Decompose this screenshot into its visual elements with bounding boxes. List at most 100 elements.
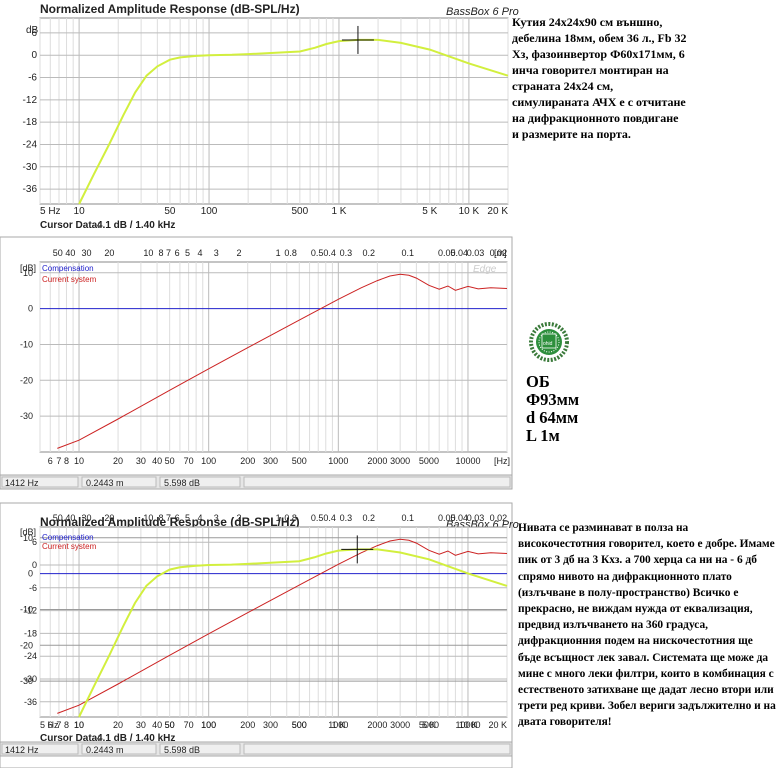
mid-status-dist: 0.2443 m: [86, 478, 124, 488]
distance-tick-label: 0.04: [451, 513, 469, 523]
distance-tick-label: 0.5: [311, 513, 324, 523]
x-tick-label: 50: [164, 206, 176, 217]
x-tick-label-2: 500: [292, 720, 307, 730]
y-tick-label: -20: [20, 640, 33, 650]
x-tick-label-2: 20: [113, 720, 123, 730]
y-tick-label: -10: [20, 339, 33, 349]
bot-cursor-cross[interactable]: [341, 535, 374, 564]
ob-line-2: Ф93мм: [526, 390, 580, 409]
x-tick-label: 1000: [328, 456, 348, 466]
x-tick-label: 10: [74, 456, 84, 466]
x-tick-label-2: 40: [152, 720, 162, 730]
x-tick-label-2: 70: [184, 720, 194, 730]
x-tick-label: 300: [263, 456, 278, 466]
distance-tick-label: 0.2: [362, 513, 375, 523]
y-tick-label: -12: [24, 606, 37, 616]
x-tick-label-2: 6: [48, 720, 53, 730]
distance-tick-label: 0.05: [438, 513, 456, 523]
top-grid: [39, 18, 509, 204]
distance-tick-label: 0.8: [284, 248, 297, 258]
mid-status-level-box: [159, 476, 241, 488]
x-tick-label: 20: [113, 456, 123, 466]
x-tick-label: 500: [292, 206, 309, 217]
distance-tick-label: 20: [104, 513, 114, 523]
x-tick-label: 1 K: [332, 720, 346, 730]
top-chart-title: Normalized Amplitude Response (dB-SPL/Hz…: [40, 2, 300, 16]
bot-status-level: 5.598 dB: [164, 745, 200, 755]
distance-tick-label: 0.05: [438, 248, 456, 258]
top-plot-area[interactable]: [39, 17, 509, 205]
ob-line-3: d 64мм: [526, 408, 579, 427]
bot-legend-compensation: Compensation: [42, 533, 94, 542]
distance-tick-label: 0.02: [490, 513, 508, 523]
bot-cursor-label: Cursor Data:: [40, 733, 101, 744]
x-tick-label: 10000: [455, 456, 480, 466]
x-tick-label: 5 K: [422, 206, 437, 217]
top-cursor-cross[interactable]: [341, 25, 374, 54]
mid-distance-ticks: 50 40 30 20 10 8 7 6 5 4 3 2 1 0.8 0.5 0.4 0.3 0.2 0.1 0.05…: [53, 248, 507, 258]
x-tick-label: 100: [201, 720, 216, 730]
x-tick-label: 7: [56, 456, 61, 466]
y-tick-label: -24: [24, 651, 37, 661]
x-tick-label-2: 5000: [419, 720, 439, 730]
ob-logo-icon: ohid: [529, 322, 569, 362]
y-tick-label: 0: [28, 569, 33, 579]
ob-line-4: L 1м: [526, 426, 560, 445]
distance-tick-label: 2: [237, 513, 242, 523]
x-tick-label: 5 Hz: [40, 206, 61, 217]
bot-current-system-curve: [57, 538, 508, 714]
bot-legend-current: Current system: [42, 542, 97, 551]
bot-chart-title: Normalized Amplitude Response (dB-SPL/Hz…: [40, 515, 300, 529]
distance-tick-label: 7: [166, 248, 171, 258]
x-tick-label: 10: [74, 720, 84, 730]
x-tick-label: 20 K: [488, 720, 507, 730]
distance-tick-label: 1: [276, 513, 281, 523]
x-tick-label-2: 100: [201, 720, 216, 730]
x-tick-label: 20 K: [487, 206, 508, 217]
svg-text:ohid: ohid: [543, 341, 553, 347]
bot-response-curve: [78, 548, 508, 718]
x-tick-label: 30: [136, 456, 146, 466]
x-tick-label: 100: [201, 456, 216, 466]
y-tick-label: 10: [23, 268, 33, 278]
distance-tick-label: 0.4: [323, 248, 336, 258]
bot-status-dist: 0.2443 m: [86, 745, 124, 755]
top-y-ticks: 6 0 -6 -12 -18 -24 -30 -36: [23, 28, 38, 195]
x-tick-label: 3000: [390, 456, 410, 466]
distance-tick-label: 6: [175, 248, 180, 258]
y-tick-label: 6: [32, 537, 37, 547]
mid-y-ticks: 10 0 -10 -20 -30: [20, 268, 33, 421]
distance-tick-label: 4: [198, 248, 203, 258]
top-chart-panel: Normalized Amplitude Response (dB-SPL/Hz…: [0, 0, 519, 232]
distance-tick-label: 5: [185, 513, 190, 523]
top-chart-brand: BassBox 6 Pro: [446, 6, 519, 18]
mid-chart-panel: [dB] [m] [Hz] 100-10-20-30 6 7 8 10 20 30 40 50…: [0, 236, 513, 490]
distance-tick-label: 40: [65, 248, 75, 258]
y-tick-label: -30: [23, 162, 38, 173]
mid-legend-compensation: Compensation: [42, 264, 94, 273]
x-tick-label: 40: [152, 456, 162, 466]
y-tick-label: -18: [23, 117, 38, 128]
distance-tick-label: 0.03: [467, 513, 485, 523]
distance-tick-label: 0.02: [490, 248, 508, 258]
x-tick-label-2: 200: [240, 720, 255, 730]
distance-tick-label: 0.4: [323, 513, 336, 523]
bot-cursor-value: 4.1 dB / 1.40 kHz: [97, 733, 175, 744]
distance-tick-label: 8: [158, 248, 163, 258]
ob-line-1: ОБ: [526, 372, 550, 391]
distance-tick-label: 0.04: [451, 248, 469, 258]
distance-tick-label: 1: [276, 248, 281, 258]
distance-tick-label: 0.2: [362, 248, 375, 258]
mid-edge-watermark: Edge: [473, 264, 497, 275]
distance-tick-label: 0.03: [467, 248, 485, 258]
x-tick-label-2: 50: [165, 720, 175, 730]
x-tick-label: 2000: [367, 456, 387, 466]
x-tick-label: 500: [292, 720, 307, 730]
distance-tick-label: 10: [143, 248, 153, 258]
mid-current-system-curve: [57, 273, 508, 449]
y-tick-label: -18: [24, 628, 37, 638]
x-tick-label-2: 2000: [367, 720, 387, 730]
mid-status-freq: 1412 Hz: [5, 478, 39, 488]
x-tick-label: 200: [240, 456, 255, 466]
